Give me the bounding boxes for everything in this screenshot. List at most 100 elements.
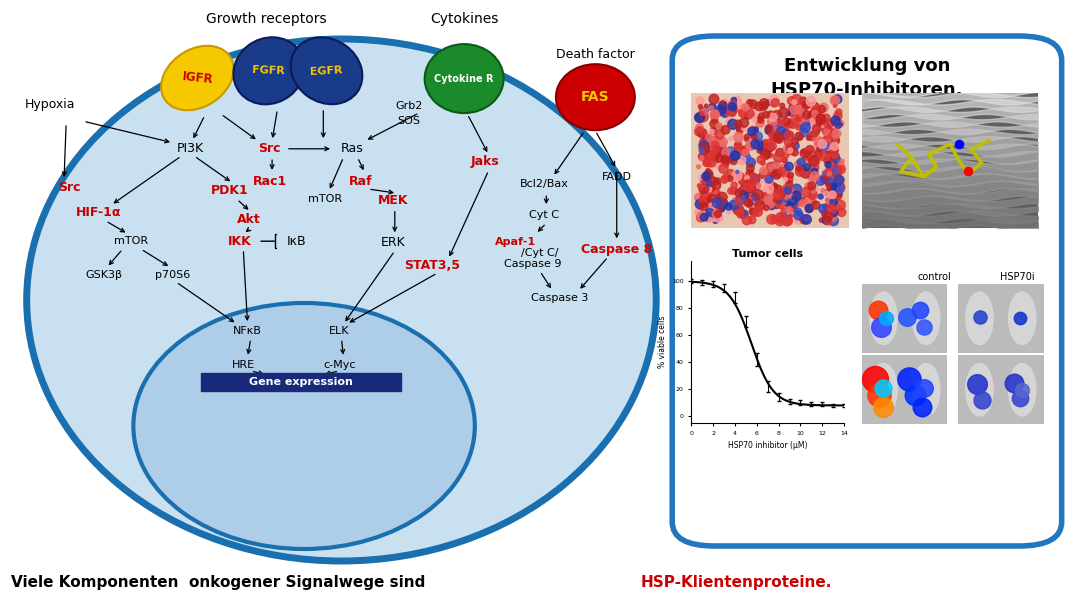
Point bbox=[782, 170, 799, 180]
Point bbox=[714, 100, 731, 110]
Point bbox=[707, 181, 724, 190]
Point bbox=[740, 188, 758, 198]
Point bbox=[790, 199, 807, 208]
Point bbox=[781, 130, 798, 140]
Point bbox=[775, 116, 792, 126]
Point bbox=[791, 117, 808, 127]
Point bbox=[735, 107, 752, 116]
Point bbox=[699, 135, 716, 145]
Point bbox=[712, 203, 729, 212]
Point bbox=[785, 97, 802, 107]
Point bbox=[727, 195, 744, 205]
Point bbox=[702, 214, 719, 223]
Point bbox=[805, 190, 822, 199]
Text: Cytokine R: Cytokine R bbox=[434, 74, 494, 83]
Point bbox=[705, 126, 722, 136]
Point bbox=[815, 103, 832, 112]
Point bbox=[706, 152, 723, 162]
Point bbox=[762, 162, 779, 172]
Point bbox=[807, 153, 824, 163]
Point bbox=[795, 96, 812, 106]
Point bbox=[706, 110, 723, 120]
Point bbox=[801, 110, 818, 120]
Point bbox=[807, 157, 824, 166]
Point bbox=[691, 96, 708, 106]
Point bbox=[826, 151, 843, 161]
Text: IKK: IKK bbox=[228, 235, 252, 248]
Point bbox=[763, 197, 780, 207]
Point bbox=[799, 115, 816, 124]
Point bbox=[810, 147, 827, 157]
Point bbox=[787, 204, 805, 214]
Point bbox=[821, 181, 838, 191]
Point bbox=[762, 199, 779, 208]
Polygon shape bbox=[912, 364, 940, 416]
Point bbox=[812, 192, 829, 202]
Point bbox=[773, 127, 790, 136]
Point bbox=[706, 136, 723, 145]
Point bbox=[702, 182, 719, 192]
Point bbox=[824, 190, 841, 200]
Point bbox=[774, 101, 791, 110]
Point bbox=[706, 178, 723, 187]
Point bbox=[790, 206, 807, 216]
Point bbox=[744, 110, 761, 120]
Point bbox=[691, 113, 708, 122]
Point bbox=[798, 187, 815, 197]
Text: PI3K: PI3K bbox=[176, 142, 204, 155]
Point bbox=[744, 215, 761, 225]
Point bbox=[774, 212, 791, 221]
Point bbox=[781, 187, 798, 197]
Point bbox=[831, 175, 848, 184]
Point bbox=[731, 189, 748, 199]
Point bbox=[907, 391, 924, 400]
Point bbox=[732, 209, 749, 219]
Point bbox=[779, 137, 796, 147]
Point bbox=[777, 175, 794, 184]
Point bbox=[781, 146, 798, 155]
Point bbox=[778, 117, 795, 127]
Point bbox=[785, 103, 802, 113]
Text: HIF-1α: HIF-1α bbox=[76, 206, 121, 220]
Point bbox=[732, 196, 749, 205]
Point bbox=[767, 195, 784, 205]
Point bbox=[692, 211, 710, 221]
Point bbox=[767, 199, 784, 208]
Point bbox=[764, 116, 781, 126]
Point bbox=[755, 187, 773, 197]
Point bbox=[813, 119, 830, 129]
Point bbox=[718, 107, 735, 116]
Point bbox=[763, 201, 780, 211]
Point bbox=[762, 143, 779, 153]
Point bbox=[722, 186, 739, 196]
Point bbox=[733, 152, 750, 161]
Point bbox=[735, 190, 752, 200]
Point bbox=[767, 98, 784, 107]
Point bbox=[827, 95, 844, 105]
Point bbox=[779, 189, 796, 199]
Point bbox=[706, 176, 723, 186]
Point bbox=[743, 169, 760, 178]
Point bbox=[700, 166, 717, 175]
Point bbox=[692, 213, 710, 223]
Point bbox=[796, 215, 813, 224]
Point bbox=[747, 140, 764, 149]
Point bbox=[704, 102, 721, 112]
Point bbox=[877, 313, 894, 323]
Point bbox=[692, 199, 710, 208]
Point bbox=[706, 110, 723, 119]
Point bbox=[782, 119, 799, 129]
Point bbox=[911, 305, 928, 315]
Point bbox=[959, 166, 976, 176]
Point bbox=[736, 145, 753, 154]
Text: Grb2: Grb2 bbox=[395, 101, 423, 111]
Polygon shape bbox=[870, 364, 897, 416]
Point bbox=[691, 199, 708, 209]
Polygon shape bbox=[1008, 292, 1036, 344]
Point bbox=[695, 191, 712, 201]
Point bbox=[776, 164, 793, 174]
Point bbox=[742, 163, 759, 173]
Point bbox=[692, 102, 710, 112]
Point bbox=[705, 119, 722, 129]
Point bbox=[833, 157, 850, 166]
